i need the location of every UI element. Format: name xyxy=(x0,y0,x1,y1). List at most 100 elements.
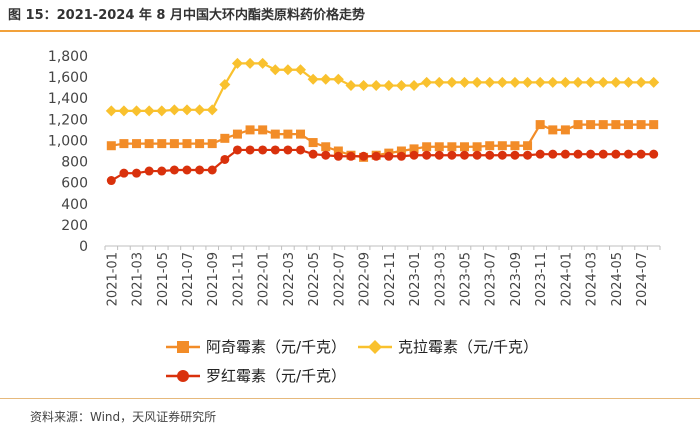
series-2-point xyxy=(194,104,206,116)
series-3-point xyxy=(510,150,520,160)
series-3-point xyxy=(636,149,646,159)
series-3-point xyxy=(220,154,230,164)
series-layer xyxy=(105,57,660,186)
series-2-point xyxy=(105,105,117,117)
series-2-point xyxy=(458,76,470,88)
series-1-point xyxy=(157,139,167,149)
source-divider xyxy=(0,398,700,399)
series-2-point xyxy=(496,76,508,88)
series-2-point xyxy=(143,105,155,117)
series-3-point xyxy=(132,168,142,178)
series-3-point xyxy=(207,165,217,175)
series-2-point xyxy=(522,76,534,88)
x-tick-label: 2023-11 xyxy=(534,252,549,306)
series-2-point xyxy=(395,80,407,92)
x-tick-label: 2023-09 xyxy=(509,252,524,306)
source-note: 资料来源：Wind，天风证券研究所 xyxy=(30,410,217,424)
series-2-point xyxy=(547,76,559,88)
series-3-point xyxy=(485,150,495,160)
series-1-point xyxy=(586,120,596,130)
series-3-point xyxy=(447,150,457,160)
series-1-point xyxy=(560,125,570,135)
series-2-point xyxy=(332,73,344,85)
x-tick-label: 2023-03 xyxy=(433,252,448,306)
y-tick-label: 600 xyxy=(61,176,88,192)
series-1-point xyxy=(459,142,469,152)
series-2-line xyxy=(111,62,654,112)
legend-label: 克拉霉素（元/千克） xyxy=(398,338,538,356)
x-tick-label: 2022-01 xyxy=(257,252,272,306)
legend-item-2: 克拉霉素（元/千克） xyxy=(358,338,538,356)
series-2-point xyxy=(307,73,319,85)
series-3-point xyxy=(384,151,394,161)
x-tick-label: 2021-03 xyxy=(131,252,146,306)
legend-swatch-marker xyxy=(177,370,189,382)
series-1-point xyxy=(144,139,154,149)
series-2-point xyxy=(648,76,660,88)
series-3-point xyxy=(195,165,205,175)
series-3-point xyxy=(359,151,369,161)
series-3-point xyxy=(560,149,570,159)
series-3-point xyxy=(472,150,482,160)
series-2-point xyxy=(118,105,130,117)
series-2-point xyxy=(559,76,571,88)
series-3-point xyxy=(573,149,583,159)
series-1-point xyxy=(611,120,621,130)
series-2-point xyxy=(446,76,458,88)
series-2-point xyxy=(282,64,294,76)
series-3-point xyxy=(258,145,268,155)
y-tick-label: 0 xyxy=(79,239,88,255)
series-1-point xyxy=(258,125,268,135)
series-3-point xyxy=(535,149,545,159)
series-3-point xyxy=(157,166,167,176)
x-tick-label: 2024-01 xyxy=(559,252,574,306)
series-3-point xyxy=(611,149,621,159)
series-1-point xyxy=(245,125,255,135)
series-1-point xyxy=(523,141,533,151)
series-3-point xyxy=(144,166,154,176)
series-3-point xyxy=(409,150,419,160)
x-tick-label: 2024-03 xyxy=(585,252,600,306)
x-tick-label: 2024-05 xyxy=(610,252,625,306)
series-1-point xyxy=(497,141,507,151)
series-1-point xyxy=(598,120,608,130)
series-2-point xyxy=(219,79,231,90)
series-1-point xyxy=(623,120,633,130)
series-2-point xyxy=(320,73,332,85)
y-tick-label: 1,400 xyxy=(48,91,88,107)
series-2-point xyxy=(471,76,483,88)
series-1-point xyxy=(195,139,205,149)
y-tick-label: 800 xyxy=(61,155,88,171)
y-tick-label: 200 xyxy=(61,218,88,234)
y-tick-label: 1,200 xyxy=(48,112,88,128)
series-3-point xyxy=(497,150,507,160)
series-2-point xyxy=(484,76,496,88)
series-1-point xyxy=(548,125,558,135)
x-tick-label: 2023-05 xyxy=(458,252,473,306)
price-line-chart: 0 200 400 600 800 1,000 1,200 1,400 1,600 1,800 2… xyxy=(48,49,661,385)
series-2-point xyxy=(433,76,445,88)
series-1-point xyxy=(207,139,217,149)
series-2-point xyxy=(585,76,597,88)
series-1-point xyxy=(434,142,444,152)
series-2-point xyxy=(635,76,647,88)
series-1-point xyxy=(573,120,583,130)
legend-item-1: 阿奇霉素（元/千克） xyxy=(166,338,346,356)
series-2-point xyxy=(597,76,609,88)
series-2-point xyxy=(181,104,193,116)
series-1-point xyxy=(182,139,192,149)
y-tick-label: 1,600 xyxy=(48,70,88,86)
series-1-point xyxy=(220,133,230,143)
y-tick-label: 400 xyxy=(61,197,88,213)
x-tick-label: 2023-01 xyxy=(408,252,423,306)
series-2-point xyxy=(421,76,433,88)
series-3-point xyxy=(232,145,242,155)
x-tick-label: 2021-09 xyxy=(206,252,221,306)
series-3-point xyxy=(649,149,659,159)
series-3-point xyxy=(270,145,280,155)
series-3-point xyxy=(308,149,318,159)
series-1-point xyxy=(649,120,659,130)
series-3-point xyxy=(283,145,293,155)
y-axis: 0 200 400 600 800 1,000 1,200 1,400 1,600 1,800 xyxy=(48,49,88,255)
series-2-point xyxy=(269,64,281,76)
